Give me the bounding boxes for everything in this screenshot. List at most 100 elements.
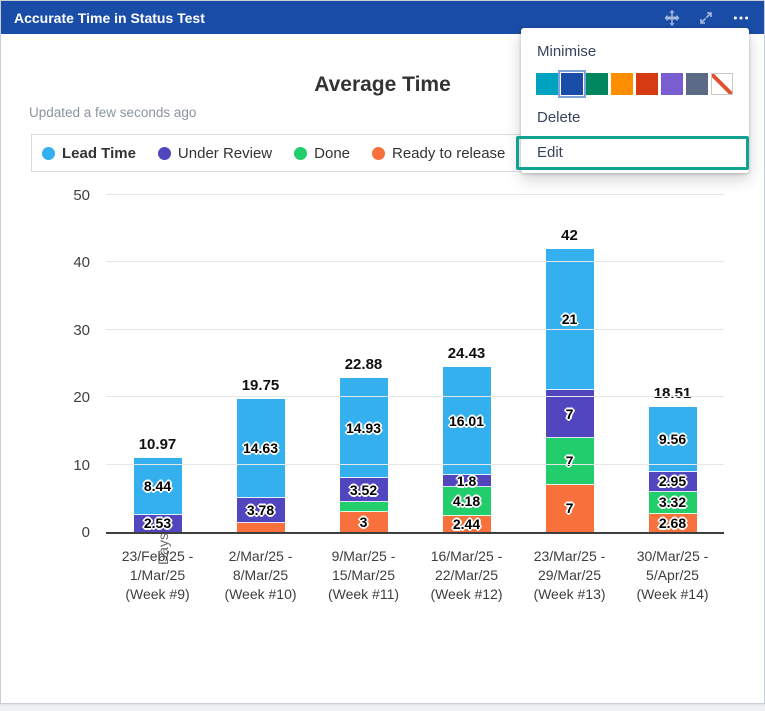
bar-column: 2.44 4.18 1.8 16.01 24.43 — [415, 197, 518, 532]
bar-column: 7 7 7 21 42 — [518, 197, 621, 532]
segment-value-label: 21 — [561, 311, 578, 328]
segment-value-label: 7 — [565, 500, 574, 517]
legend-dot — [372, 146, 385, 160]
bar-total-label: 18.51 — [653, 385, 692, 403]
bar-segment-ready-to-release[interactable]: 3 — [339, 511, 388, 532]
legend-dot — [157, 146, 171, 160]
menu-item-delete[interactable]: Delete — [537, 109, 581, 126]
expand-icon[interactable] — [698, 10, 714, 26]
bar-stack[interactable]: 2.68 3.32 2.95 9.56 18.51 — [648, 385, 697, 532]
move-icon[interactable] — [663, 9, 681, 27]
segment-value-label: 2.68 — [658, 514, 687, 531]
bar-segment-under-review[interactable]: 3.52 — [339, 478, 388, 503]
legend-dot — [42, 146, 55, 160]
bar-segment-ready-to-release[interactable]: 2.68 — [648, 513, 697, 532]
widget-title: Accurate Time in Status Test — [14, 9, 205, 26]
bar-stack[interactable]: 3.78 14.63 19.75 — [236, 377, 285, 532]
segment-value-label: 3.78 — [246, 501, 275, 518]
bar-segment-lead-time[interactable]: 8.44 — [133, 458, 182, 515]
bar-segment-done[interactable]: 4.18 — [442, 487, 491, 516]
segment-value-label: 14.63 — [242, 439, 279, 456]
bar-segment-ready-to-release[interactable] — [236, 522, 285, 532]
bar-segment-lead-time[interactable]: 14.63 — [236, 398, 285, 498]
bar-segment-under-review[interactable]: 1.8 — [442, 472, 491, 489]
legend-item-under-review[interactable]: Under Review — [157, 144, 273, 162]
context-menu: Minimise Delete Edit — [516, 28, 749, 173]
gridline — [106, 463, 724, 465]
plot-area: Days 2.53 8.44 10.97 3.78 14.63 19.75 3 3.52 14.… — [73, 187, 724, 565]
bar-segment-under-review[interactable]: 2.95 — [648, 471, 697, 492]
bar-segment-under-review[interactable]: 7 — [545, 390, 594, 438]
updated-text: Updated a few seconds ago — [29, 105, 197, 120]
bar-segment-under-review[interactable]: 2.53 — [133, 514, 182, 532]
legend-label: Done — [314, 144, 350, 162]
bar-segment-ready-to-release[interactable]: 7 — [545, 484, 594, 532]
color-swatch-purple[interactable] — [661, 73, 683, 95]
bar-total-label: 24.43 — [447, 345, 486, 363]
legend-item-lead-time[interactable]: Lead Time — [42, 145, 136, 162]
widget-header: Accurate Time in Status Test — [1, 1, 764, 34]
bar-stack[interactable]: 7 7 7 21 42 — [545, 227, 594, 532]
bar-segment-done[interactable]: 3.32 — [648, 491, 697, 514]
bar-stack[interactable]: 2.53 8.44 10.97 — [133, 436, 182, 532]
gridline — [106, 396, 724, 398]
bar-total-label: 19.75 — [241, 376, 280, 394]
x-tick-label: 9/Mar/25 - 15/Mar/25 (Week #11) — [327, 548, 400, 602]
legend-label: Lead Time — [62, 144, 136, 162]
x-tick-label: 23/Mar/25 - 29/Mar/25 (Week #13) — [533, 548, 606, 602]
bar-stack[interactable]: 2.44 4.18 1.8 16.01 24.43 — [442, 345, 491, 532]
color-swatch-orange[interactable] — [611, 73, 633, 95]
y-tick-label: 0 — [81, 524, 90, 541]
legend-item-done[interactable]: Done — [294, 145, 350, 162]
segment-value-label: 3.52 — [349, 481, 378, 498]
chart-title: Average Time — [314, 73, 451, 96]
segment-value-label: 8.44 — [143, 478, 172, 495]
bar-segment-lead-time[interactable]: 14.93 — [339, 377, 388, 479]
bar-column: 2.53 8.44 10.97 — [106, 197, 209, 532]
segment-value-label: 7 — [565, 405, 574, 422]
bar-column: 3.78 14.63 19.75 — [209, 197, 312, 532]
bar-stack[interactable]: 3 3.52 14.93 22.88 — [339, 356, 388, 532]
bar-segment-done[interactable]: 7 — [545, 437, 594, 485]
x-tick-label: 16/Mar/25 - 22/Mar/25 (Week #12) — [430, 548, 503, 602]
color-swatch-none[interactable] — [711, 73, 733, 95]
segment-value-label: 2.95 — [658, 473, 687, 490]
color-swatch-royal-blue[interactable] — [561, 73, 583, 95]
bar-total-label: 22.88 — [344, 355, 383, 373]
bar-column: 3 3.52 14.93 22.88 — [312, 197, 415, 532]
bar-segment-lead-time[interactable]: 9.56 — [648, 407, 697, 472]
bar-segment-under-review[interactable]: 3.78 — [236, 497, 285, 523]
segment-value-label: 16.01 — [448, 412, 485, 429]
segment-value-label: 2.44 — [452, 515, 481, 532]
menu-item-edit[interactable]: Edit — [516, 136, 749, 170]
bar-segment-ready-to-release[interactable]: 2.44 — [442, 515, 491, 532]
segment-value-label: 4.18 — [452, 492, 481, 509]
segment-value-label: 9.56 — [658, 430, 687, 447]
gridline — [106, 328, 724, 330]
y-tick-label: 30 — [73, 321, 90, 339]
bars-container: 2.53 8.44 10.97 3.78 14.63 19.75 3 3.52 14.93 22.… — [106, 197, 724, 532]
bar-segment-lead-time[interactable]: 21 — [545, 248, 594, 391]
bar-segment-lead-time[interactable]: 16.01 — [442, 367, 491, 476]
color-swatch-red[interactable] — [636, 73, 658, 95]
legend-label: Under Review — [177, 144, 273, 162]
color-swatch-row — [521, 68, 749, 101]
color-swatch-green[interactable] — [586, 73, 608, 95]
bar-segment-done[interactable] — [339, 502, 388, 512]
legend-label: Ready to release — [392, 144, 506, 162]
legend-item-ready-to-release[interactable]: Ready to release — [372, 145, 505, 162]
segment-value-label: 3 — [359, 513, 368, 530]
y-tick-label: 40 — [73, 254, 90, 272]
x-axis-labels: 23/Feb/25 - 1/Mar/25 (Week #9) 2/Mar/25 -… — [106, 547, 724, 604]
legend-dot — [294, 146, 308, 160]
segment-value-label: 1.8 — [456, 472, 477, 489]
segment-value-label: 14.93 — [345, 419, 382, 436]
x-tick-label: 23/Feb/25 - 1/Mar/25 (Week #9) — [121, 548, 194, 602]
more-menu-icon[interactable] — [731, 9, 751, 27]
menu-item-minimise[interactable]: Minimise — [537, 43, 597, 60]
y-tick-label: 50 — [73, 187, 90, 204]
bar-column: 2.68 3.32 2.95 9.56 18.51 — [621, 197, 724, 532]
color-swatch-slate[interactable] — [686, 73, 708, 95]
x-tick-label: 30/Mar/25 - 5/Apr/25 (Week #14) — [636, 548, 709, 602]
color-swatch-teal[interactable] — [536, 73, 558, 95]
